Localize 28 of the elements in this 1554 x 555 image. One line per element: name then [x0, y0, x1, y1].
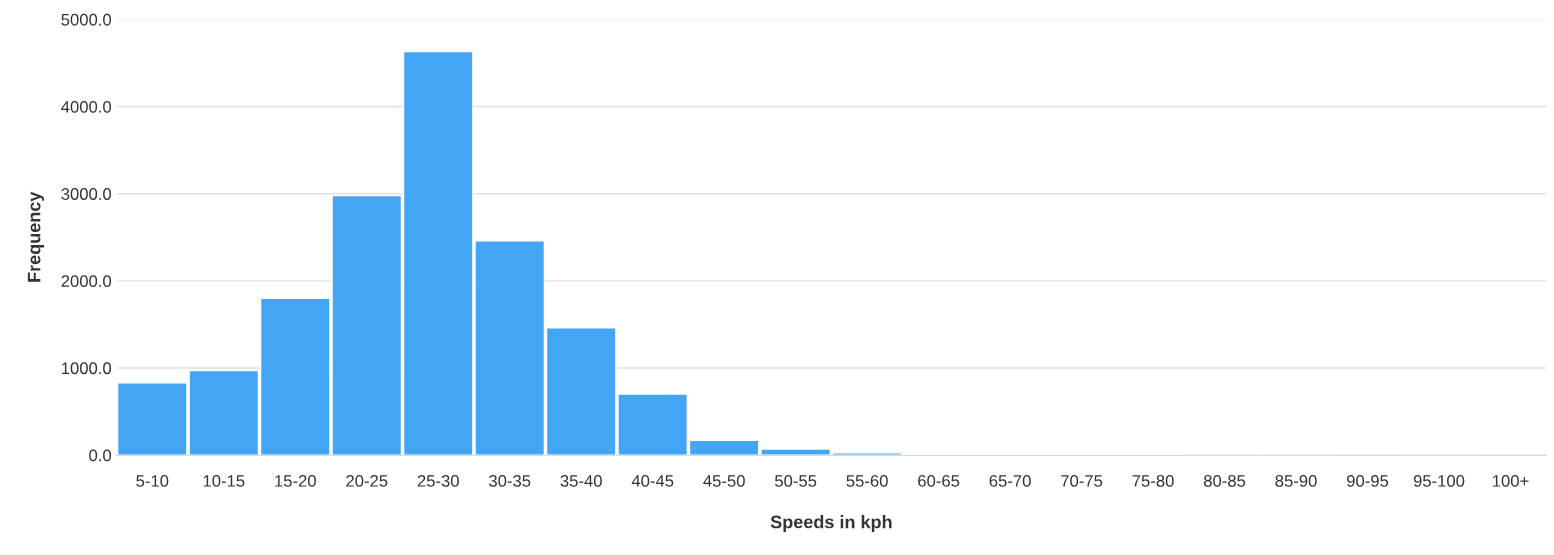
y-tick-label: 4000.0 [61, 100, 112, 113]
x-tick-label: 90-95 [1346, 474, 1389, 487]
y-tick-label: 1000.0 [61, 362, 112, 375]
x-tick-label: 55-60 [846, 474, 888, 487]
y-tick-label: 3000.0 [61, 188, 112, 200]
x-tick-label: 45-50 [703, 474, 745, 487]
x-tick-label: 10-15 [203, 474, 245, 487]
x-tick-label: 70-75 [1061, 474, 1103, 487]
x-tick-label: 5-10 [136, 474, 169, 487]
x-tick-label: 100+ [1492, 474, 1529, 487]
y-tick-label: 2000.0 [61, 275, 112, 288]
x-tick-label: 30-35 [489, 474, 531, 487]
x-tick-label: 50-55 [775, 474, 817, 487]
y-tick-label: 5000.0 [61, 13, 112, 26]
x-tick-label: 40-45 [631, 474, 674, 487]
x-tick-label: 60-65 [918, 474, 960, 487]
x-axis-title: Speeds in kph [770, 515, 892, 532]
x-tick-label: 85-90 [1275, 474, 1317, 487]
x-tick-label: 20-25 [346, 474, 388, 487]
x-tick-label: 25-30 [417, 474, 459, 487]
x-tick-label: 80-85 [1203, 474, 1246, 487]
x-tick-label: 95-100 [1413, 474, 1465, 487]
x-tick-label: 35-40 [560, 474, 602, 487]
x-tick-label: 75-80 [1132, 474, 1174, 487]
x-tick-label: 15-20 [275, 474, 316, 487]
y-axis-title: Frequency [27, 191, 45, 282]
x-tick-label: 65-70 [989, 474, 1031, 487]
y-tick-label: 0.0 [89, 449, 112, 462]
